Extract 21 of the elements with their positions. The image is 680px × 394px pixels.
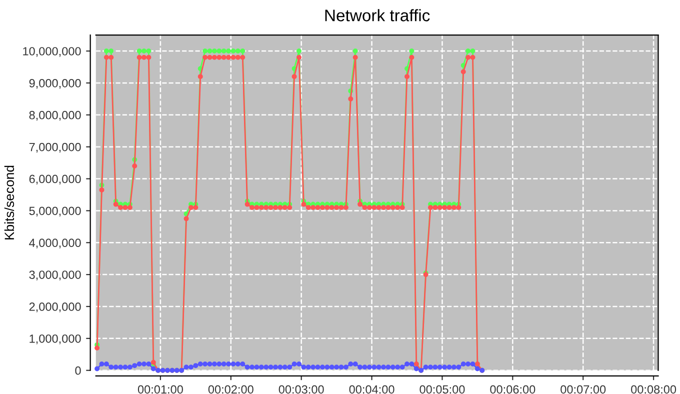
y-tick-label: 2,000,000 <box>29 302 81 312</box>
x-tick-label: 00:08:00 <box>631 385 676 394</box>
y-tick-label: 0 <box>75 366 81 375</box>
y-tick-label: 8,000,000 <box>29 110 81 121</box>
y-axis-title: Kbits/second <box>4 166 14 240</box>
y-tick-label: 1,000,000 <box>30 334 81 344</box>
y-tick-label: 4,000,000 <box>29 238 81 248</box>
x-tick-label: 00:03:00 <box>278 385 324 394</box>
y-tick-label: 10,000,000 <box>23 47 81 57</box>
x-tick-label: 00:05:00 <box>420 385 465 394</box>
x-tick-label: 00:06:00 <box>490 385 536 394</box>
x-tick-label: 00:07:00 <box>560 385 606 394</box>
x-tick-label: 00:02:00 <box>208 385 254 394</box>
x-tick-label: 00:04:00 <box>349 385 394 394</box>
y-tick-label: 7,000,000 <box>29 142 81 153</box>
x-tick-label: 00:01:00 <box>138 385 183 394</box>
y-tick-label: 9,000,000 <box>29 79 81 89</box>
y-tick-label: 3,000,000 <box>29 270 81 280</box>
y-tick-label: 5,000,000 <box>29 206 81 216</box>
chart-title: Network traffic <box>325 9 430 22</box>
y-tick-label: 6,000,000 <box>29 174 81 185</box>
